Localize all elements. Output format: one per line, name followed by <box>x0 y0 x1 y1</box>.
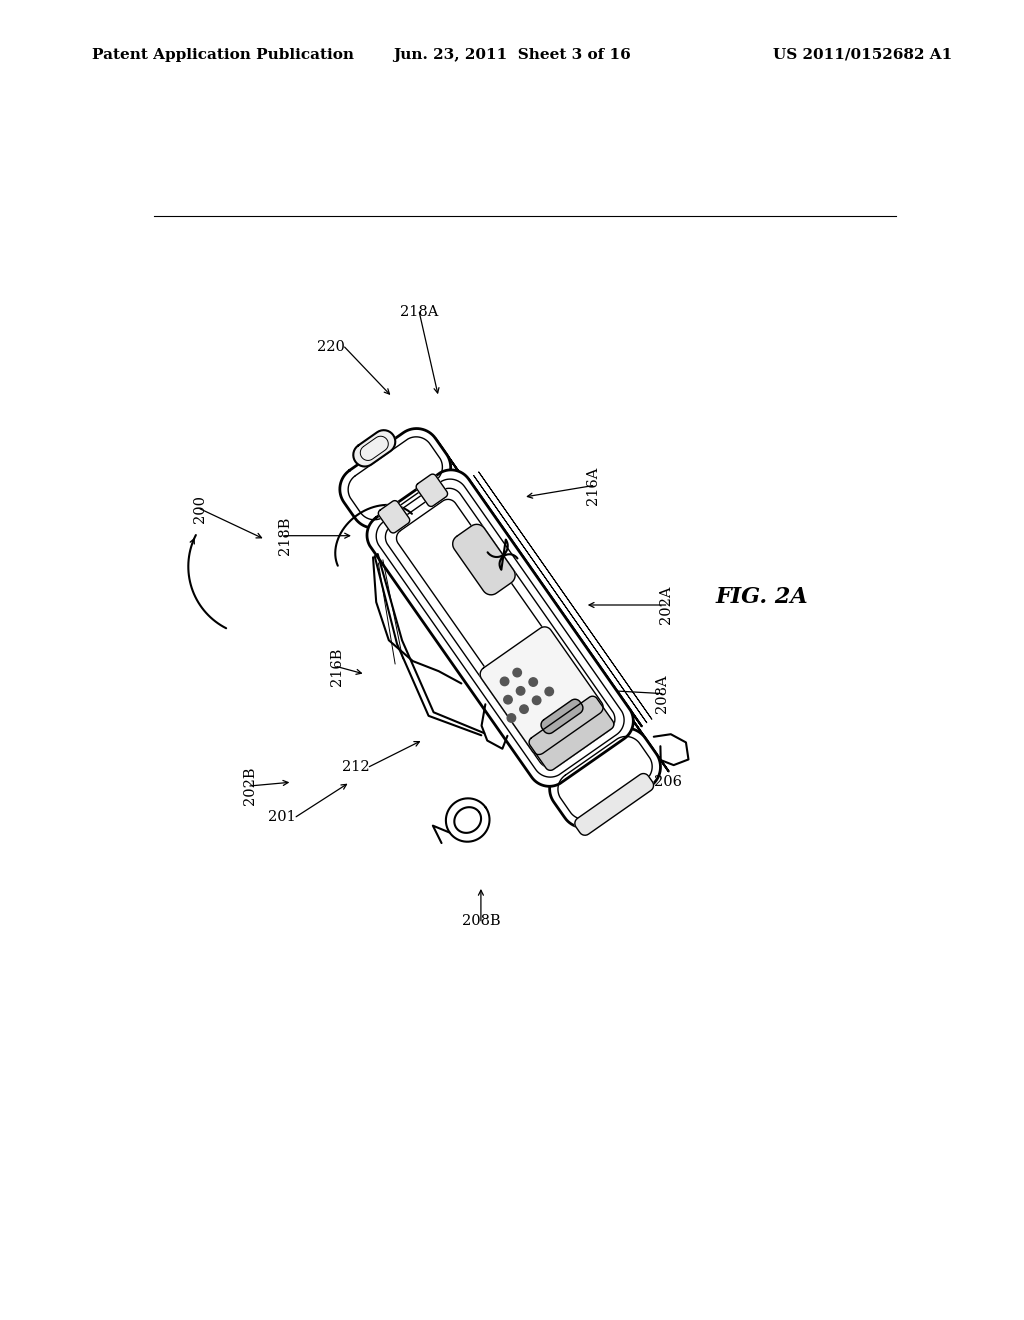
Polygon shape <box>453 524 515 595</box>
Polygon shape <box>541 700 583 734</box>
Polygon shape <box>340 429 451 528</box>
Text: 202B: 202B <box>243 767 257 805</box>
Text: 216A: 216A <box>586 466 600 504</box>
Text: 216B: 216B <box>330 647 344 686</box>
Circle shape <box>516 686 525 696</box>
Polygon shape <box>627 711 669 771</box>
Polygon shape <box>416 474 447 507</box>
Polygon shape <box>574 774 653 836</box>
Text: Jun. 23, 2011  Sheet 3 of 16: Jun. 23, 2011 Sheet 3 of 16 <box>393 48 631 62</box>
Polygon shape <box>480 627 603 755</box>
Text: 200: 200 <box>193 495 207 523</box>
Circle shape <box>520 705 528 713</box>
Text: 201: 201 <box>268 809 296 824</box>
Circle shape <box>532 696 541 705</box>
Text: Patent Application Publication: Patent Application Publication <box>92 48 354 62</box>
Text: FIG. 2A: FIG. 2A <box>716 586 808 609</box>
Text: 208B: 208B <box>462 913 500 928</box>
Text: 218B: 218B <box>278 516 292 554</box>
Circle shape <box>507 714 516 722</box>
Circle shape <box>501 677 509 685</box>
Circle shape <box>504 696 512 704</box>
Polygon shape <box>435 438 478 499</box>
Text: 220: 220 <box>316 341 345 354</box>
Polygon shape <box>550 729 660 828</box>
Text: 212: 212 <box>342 760 370 774</box>
Text: 208A: 208A <box>655 675 669 713</box>
Circle shape <box>545 688 554 696</box>
Polygon shape <box>469 479 642 726</box>
Polygon shape <box>367 470 633 787</box>
Text: 218A: 218A <box>400 305 438 319</box>
Text: US 2011/0152682 A1: US 2011/0152682 A1 <box>773 48 952 62</box>
Polygon shape <box>529 696 613 771</box>
Text: 202A: 202A <box>658 586 673 624</box>
Text: 206: 206 <box>654 775 682 789</box>
Polygon shape <box>353 430 395 466</box>
Circle shape <box>513 668 521 677</box>
Circle shape <box>529 677 538 686</box>
Polygon shape <box>378 500 410 533</box>
